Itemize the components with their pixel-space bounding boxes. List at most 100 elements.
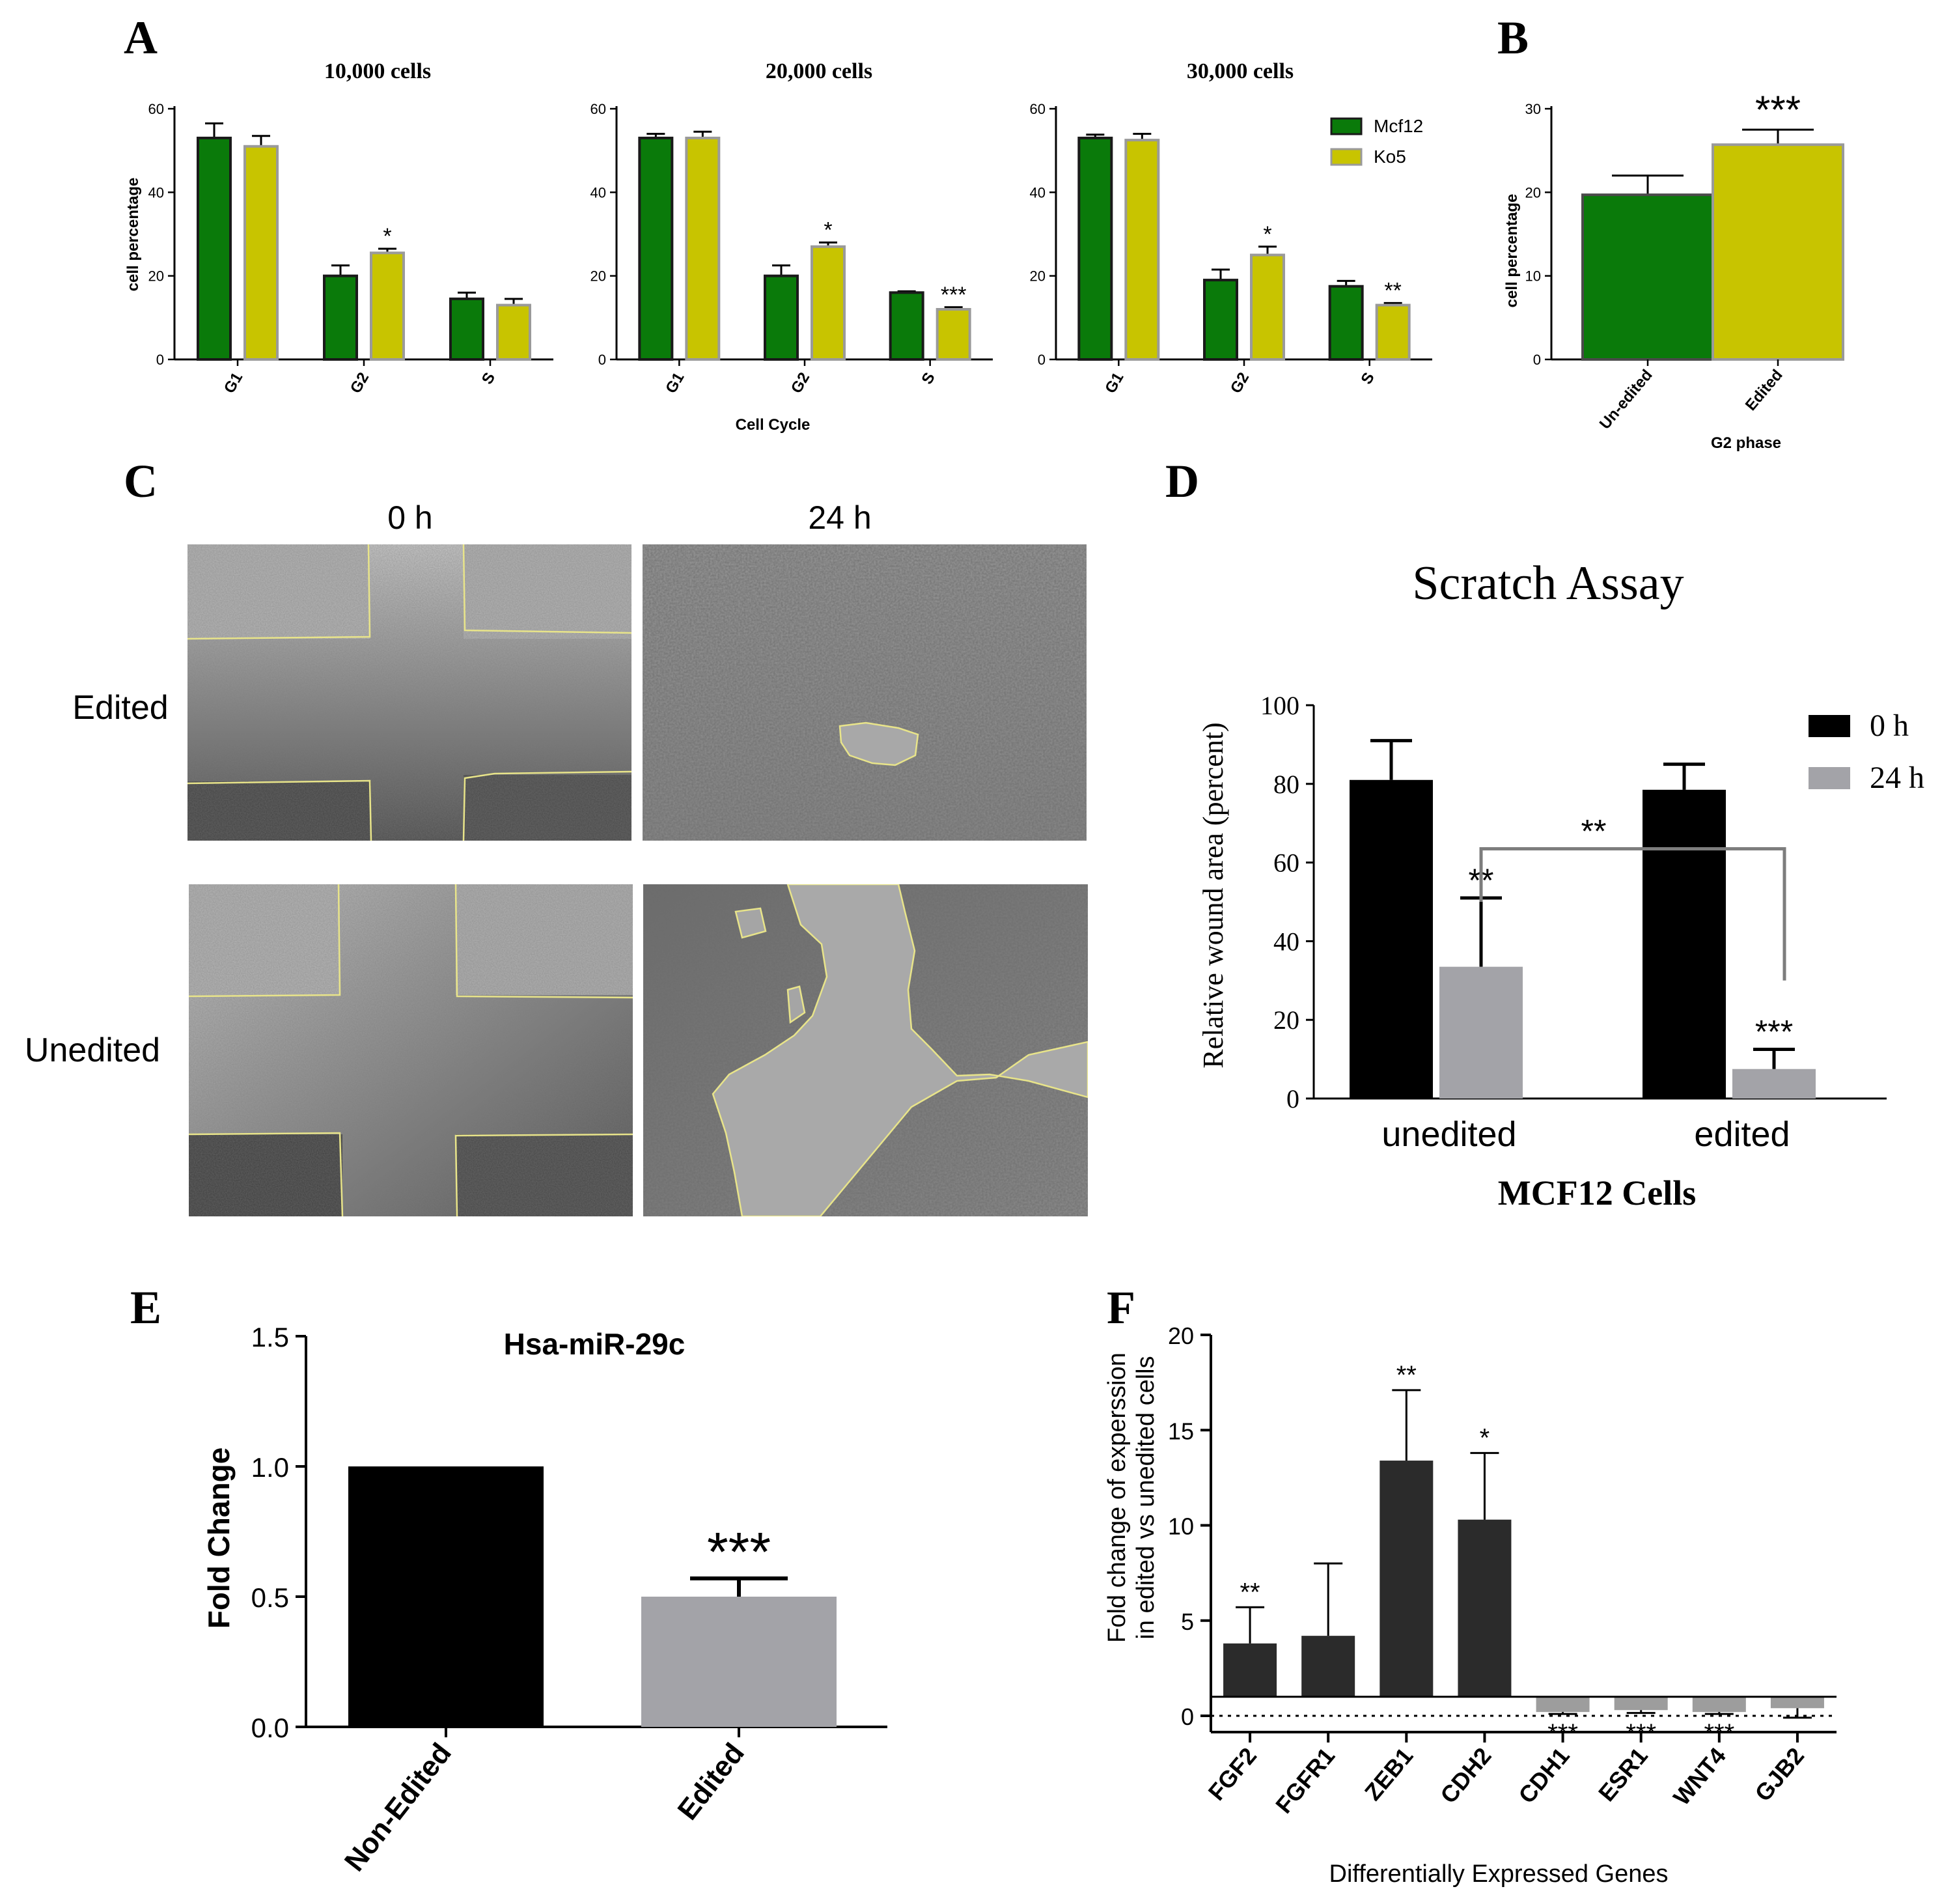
y-tick-label: 0.0 — [251, 1713, 289, 1743]
y-tick-label: 0.5 — [251, 1582, 289, 1613]
legend-label-ko5: Ko5 — [1374, 147, 1406, 167]
bar-edited — [1712, 143, 1844, 361]
x-axis-label: Differentially Expressed Genes — [1329, 1860, 1669, 1888]
y-tick-label: 0 — [156, 352, 164, 368]
y-tick-label: 30 — [1525, 101, 1541, 117]
panel-label-b: B — [1497, 12, 1529, 64]
y-axis-label: Relative wound area (percent) — [1197, 722, 1229, 1068]
x-tick-label: ZEB1 — [1359, 1743, 1419, 1806]
y-tick-label: 60 — [590, 101, 606, 117]
y-tick-label: 0 — [1286, 1084, 1299, 1113]
bar-mcf12-g2 — [1203, 279, 1238, 361]
bar-mcf12-g2 — [323, 274, 358, 361]
bar-0-h-edited — [1643, 789, 1726, 1099]
chart-f-gene-expression: 0 5 10 15 20 Fold change of experssion in edit… — [1103, 1323, 1837, 1888]
y-tick-label: 0 — [598, 352, 606, 368]
y-tick-label: 40 — [148, 184, 164, 201]
chart-title: 10,000 cells — [324, 59, 431, 83]
y-tick-label: 40 — [590, 184, 606, 201]
x-tick-label: edited — [1694, 1115, 1790, 1154]
x-tick-label: CDH1 — [1513, 1743, 1574, 1808]
bar-24-h-unedited — [1439, 966, 1523, 1099]
y-tick-label: 20 — [148, 268, 164, 285]
legend-label-0-h: 0 h — [1870, 708, 1909, 743]
y-tick-label: 10 — [1168, 1513, 1194, 1540]
y-tick-label: 1.5 — [251, 1322, 289, 1352]
bar-non-edited — [348, 1466, 544, 1727]
x-tick-label: S — [1357, 370, 1378, 387]
bar-ko5-s — [936, 308, 971, 361]
chart-title: 30,000 cells — [1187, 59, 1294, 83]
image-edited-24h — [643, 544, 1087, 841]
bracket-significance-marker: ** — [1581, 813, 1607, 849]
y-tick-label: 60 — [148, 101, 164, 117]
bar-0-h-unedited — [1350, 779, 1433, 1099]
x-tick-label: GJB2 — [1749, 1743, 1809, 1806]
x-tick-label: unedited — [1381, 1115, 1516, 1154]
x-axis-label: MCF12 Cells — [1498, 1173, 1696, 1212]
x-tick-label: S — [918, 370, 938, 387]
bar-ko5-g1 — [243, 145, 279, 361]
x-tick-label: S — [478, 370, 499, 387]
chart-b-g2-phase: 0 10 20 30 cell percentage G2 phase Un-edited *… — [1503, 88, 1844, 452]
x-tick-label: G1 — [662, 370, 687, 397]
bar-cdh1 — [1536, 1696, 1590, 1713]
bar-ko5-g2 — [1250, 253, 1285, 361]
y-tick-label: 60 — [1030, 101, 1046, 117]
image-unedited-24h — [643, 884, 1088, 1216]
legend-swatch-mcf12 — [1330, 117, 1363, 135]
panel-label-a: A — [124, 12, 158, 64]
x-tick-label: FGF2 — [1203, 1743, 1262, 1806]
legend-swatch-24-h — [1809, 767, 1850, 789]
y-tick-label: 20 — [1525, 184, 1541, 201]
y-tick-label: 20 — [1168, 1323, 1194, 1349]
chart-title: Scratch Assay — [1412, 557, 1684, 610]
legend-label-24-h: 24 h — [1870, 761, 1924, 795]
y-tick-label: 40 — [1030, 184, 1046, 201]
y-tick-label: 20 — [590, 268, 606, 285]
bar-mcf12-s — [449, 297, 484, 361]
chart-a-30000-cells: 30,000 cells 0 20 40 60 G1 * G2 ** S Mcf12 Ko5 — [1030, 59, 1432, 397]
chart-d-scratch-assay: Scratch Assay 0 20 40 60 80 100 Relative wound … — [1197, 557, 1924, 1212]
x-tick-label: ESR1 — [1593, 1743, 1653, 1806]
x-tick-label: Un-edited — [1596, 367, 1656, 433]
x-tick-label: WNT4 — [1668, 1743, 1731, 1810]
legend-swatch-0-h — [1809, 715, 1850, 737]
y-axis-label: cell percentage — [124, 178, 142, 292]
image-edited-0h — [187, 544, 631, 841]
y-axis-label: Fold Change — [202, 1448, 236, 1629]
significance-marker: * — [1263, 222, 1271, 247]
y-tick-label: 1.0 — [251, 1452, 289, 1483]
chart-e-fold-change: Hsa-miR-29c 0.0 0.5 1.0 1.5 Fold Change Non-Ed… — [202, 1322, 887, 1877]
significance-marker: *** — [1755, 88, 1801, 132]
col-header-24h: 24 h — [808, 499, 871, 536]
x-tick-label: G2 — [1227, 370, 1253, 397]
bar-cdh2 — [1458, 1519, 1512, 1697]
y-tick-label: 15 — [1168, 1418, 1194, 1444]
y-tick-label: 20 — [1273, 1005, 1299, 1035]
y-tick-label: 100 — [1260, 691, 1299, 720]
y-tick-label: 10 — [1525, 268, 1541, 285]
bar-ko5-g2 — [811, 245, 846, 361]
chart-title: Hsa-miR-29c — [504, 1327, 686, 1361]
x-tick-label: G1 — [221, 370, 246, 397]
bar-ko5-g1 — [685, 136, 721, 361]
bar-zeb1 — [1380, 1461, 1434, 1697]
bar-gjb2 — [1770, 1696, 1824, 1709]
col-header-0h: 0 h — [387, 499, 433, 536]
significance-bracket — [1479, 847, 1786, 981]
x-axis-label: G2 phase — [1711, 434, 1781, 452]
chart-a-10000-cells: 10,000 cells 0 20 40 60 cell percentage G1 * G2 S — [124, 59, 553, 397]
y-axis-label: cell percentage — [1503, 194, 1521, 308]
chart-title: 20,000 cells — [766, 59, 872, 83]
bar-ko5-s — [1375, 303, 1411, 361]
significance-marker: *** — [941, 283, 967, 307]
image-unedited-0h — [189, 884, 633, 1216]
x-tick-label: Edited — [1742, 367, 1786, 415]
significance-marker: ** — [1384, 278, 1401, 303]
significance-marker: *** — [1755, 1014, 1793, 1050]
bar-ko5-g2 — [370, 251, 405, 361]
y-tick-label: 40 — [1273, 927, 1299, 956]
y-tick-label: 5 — [1181, 1608, 1194, 1635]
